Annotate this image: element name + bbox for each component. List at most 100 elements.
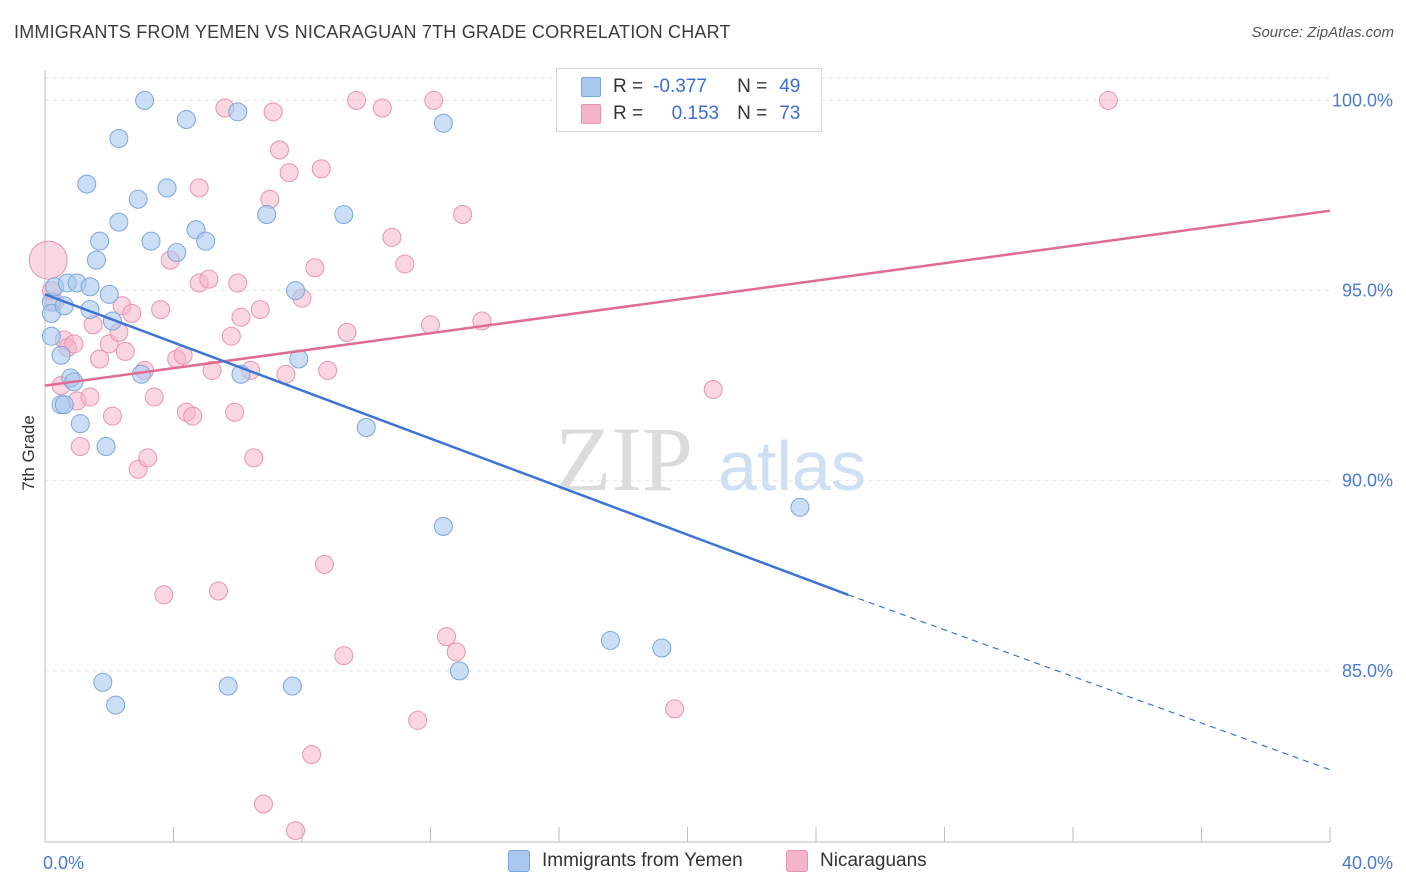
nicaraguans-point <box>703 379 723 399</box>
nicaraguans-point <box>270 140 290 160</box>
nicaraguans-point <box>437 627 457 647</box>
legend-row-yemen: R = -0.377 N = 49 <box>581 75 800 99</box>
bottom-legend-swatch-yemen <box>508 850 530 872</box>
legend-n-value: 49 <box>779 76 801 97</box>
bottom-legend-label-yemen: Immigrants from Yemen <box>542 850 743 871</box>
nicaraguans-point <box>276 364 296 384</box>
yemen-point <box>257 205 277 225</box>
yemen-point <box>77 174 97 194</box>
nicaraguans-point <box>253 794 273 814</box>
correlation-legend: R = -0.377 N = 49 R = 0.153 N = 73 <box>556 68 822 132</box>
yemen-point <box>106 695 126 715</box>
yemen-point <box>109 128 129 148</box>
nicaraguans-point <box>302 745 322 765</box>
yemen-point <box>196 231 216 251</box>
yemen-point <box>96 436 116 456</box>
yemen-point <box>449 661 469 681</box>
yemen-point <box>109 212 129 232</box>
yemen-point <box>54 395 74 415</box>
legend-r-label: R = <box>613 103 644 124</box>
yemen-point <box>93 672 113 692</box>
nicaraguans-point <box>665 699 685 719</box>
y-tick-label: 85.0% <box>1342 661 1393 681</box>
yemen-trend-extension <box>847 594 1331 771</box>
nicaraguans-point <box>318 360 338 380</box>
chart-title: IMMIGRANTS FROM YEMEN VS NICARAGUAN 7TH … <box>14 22 731 42</box>
yemen-point <box>167 243 187 263</box>
watermark-atlas: atlas <box>718 427 866 505</box>
nicaraguans-point <box>208 581 228 601</box>
legend-n-value: 73 <box>779 103 801 124</box>
yemen-point <box>141 231 161 251</box>
yemen-point <box>218 676 238 696</box>
nicaraguans-point <box>231 307 251 327</box>
nicaraguans-point <box>382 227 402 247</box>
trend-lines <box>44 209 1331 771</box>
yemen-point <box>70 414 90 434</box>
nicaraguans-point <box>1098 90 1118 110</box>
nicaraguans-point <box>202 360 222 380</box>
yemen-point <box>334 205 354 225</box>
yemen-point <box>228 102 248 122</box>
nicaraguans-point <box>138 448 158 468</box>
nicaraguans-point <box>90 349 110 369</box>
nicaraguans-point <box>453 205 473 225</box>
nicaraguans-point <box>154 585 174 605</box>
nicaraguans-point <box>122 303 142 323</box>
yemen-point <box>135 90 155 110</box>
legend-swatch-nicaraguans <box>581 104 601 124</box>
y-tick-label: 100.0% <box>1332 90 1393 110</box>
yemen-point <box>41 326 61 346</box>
yemen-point <box>90 231 110 251</box>
nicaraguans-point <box>424 90 444 110</box>
yemen-point <box>356 417 376 437</box>
nicaraguans-point <box>314 554 334 574</box>
yemen-point <box>282 676 302 696</box>
nicaraguans-point <box>221 326 241 346</box>
yemen-point <box>80 277 100 297</box>
yemen-point <box>128 189 148 209</box>
nicaraguans-point <box>305 258 325 278</box>
yemen-point <box>51 345 71 365</box>
nicaraguans-point <box>347 90 367 110</box>
bottom-legend-yemen: Immigrants from Yemen <box>508 850 743 872</box>
nicaraguans-point <box>244 448 264 468</box>
legend-r-value: 0.153 <box>671 103 720 124</box>
yemen-point <box>600 630 620 650</box>
nicaraguans-point <box>279 163 299 183</box>
y-tick-label: 95.0% <box>1342 281 1393 301</box>
nicaraguans-point <box>372 98 392 118</box>
source-label: Source: ZipAtlas.com <box>1251 24 1394 41</box>
nicaraguans-point <box>80 387 100 407</box>
nicaraguans-point <box>228 273 248 293</box>
yemen-point <box>433 113 453 133</box>
bottom-legend-nicaraguans: Nicaraguans <box>786 850 927 872</box>
yemen-trend-line <box>44 293 849 596</box>
nicaraguans-point <box>183 406 203 426</box>
nicaraguans-point <box>225 402 245 422</box>
nicaraguans-point <box>446 642 466 662</box>
nicaraguans-point <box>286 821 306 841</box>
nicaraguans-point <box>250 300 270 320</box>
nicaraguans-point <box>337 322 357 342</box>
nicaraguans-point <box>395 254 415 274</box>
legend-r-value: -0.377 <box>653 76 707 97</box>
nicaraguans-point <box>28 240 68 280</box>
watermark: ZIP atlas <box>555 408 866 510</box>
y-axis-label: 7th Grade <box>19 415 38 491</box>
nicaraguans-point <box>263 102 283 122</box>
yemen-point <box>157 178 177 198</box>
nicaraguans-point <box>189 178 209 198</box>
yemen-point <box>652 638 672 658</box>
yemen-point <box>286 281 306 301</box>
nicaraguans-point <box>144 387 164 407</box>
yemen-point <box>102 311 122 331</box>
y-tick-label: 90.0% <box>1342 471 1393 491</box>
yemen-points <box>41 90 810 715</box>
nicaraguans-point <box>408 710 428 730</box>
nicaraguans-point <box>102 406 122 426</box>
x-tick-label: 0.0% <box>43 853 84 873</box>
axes <box>44 70 1331 843</box>
legend-row-nicaraguans: R = 0.153 N = 73 <box>581 102 800 126</box>
